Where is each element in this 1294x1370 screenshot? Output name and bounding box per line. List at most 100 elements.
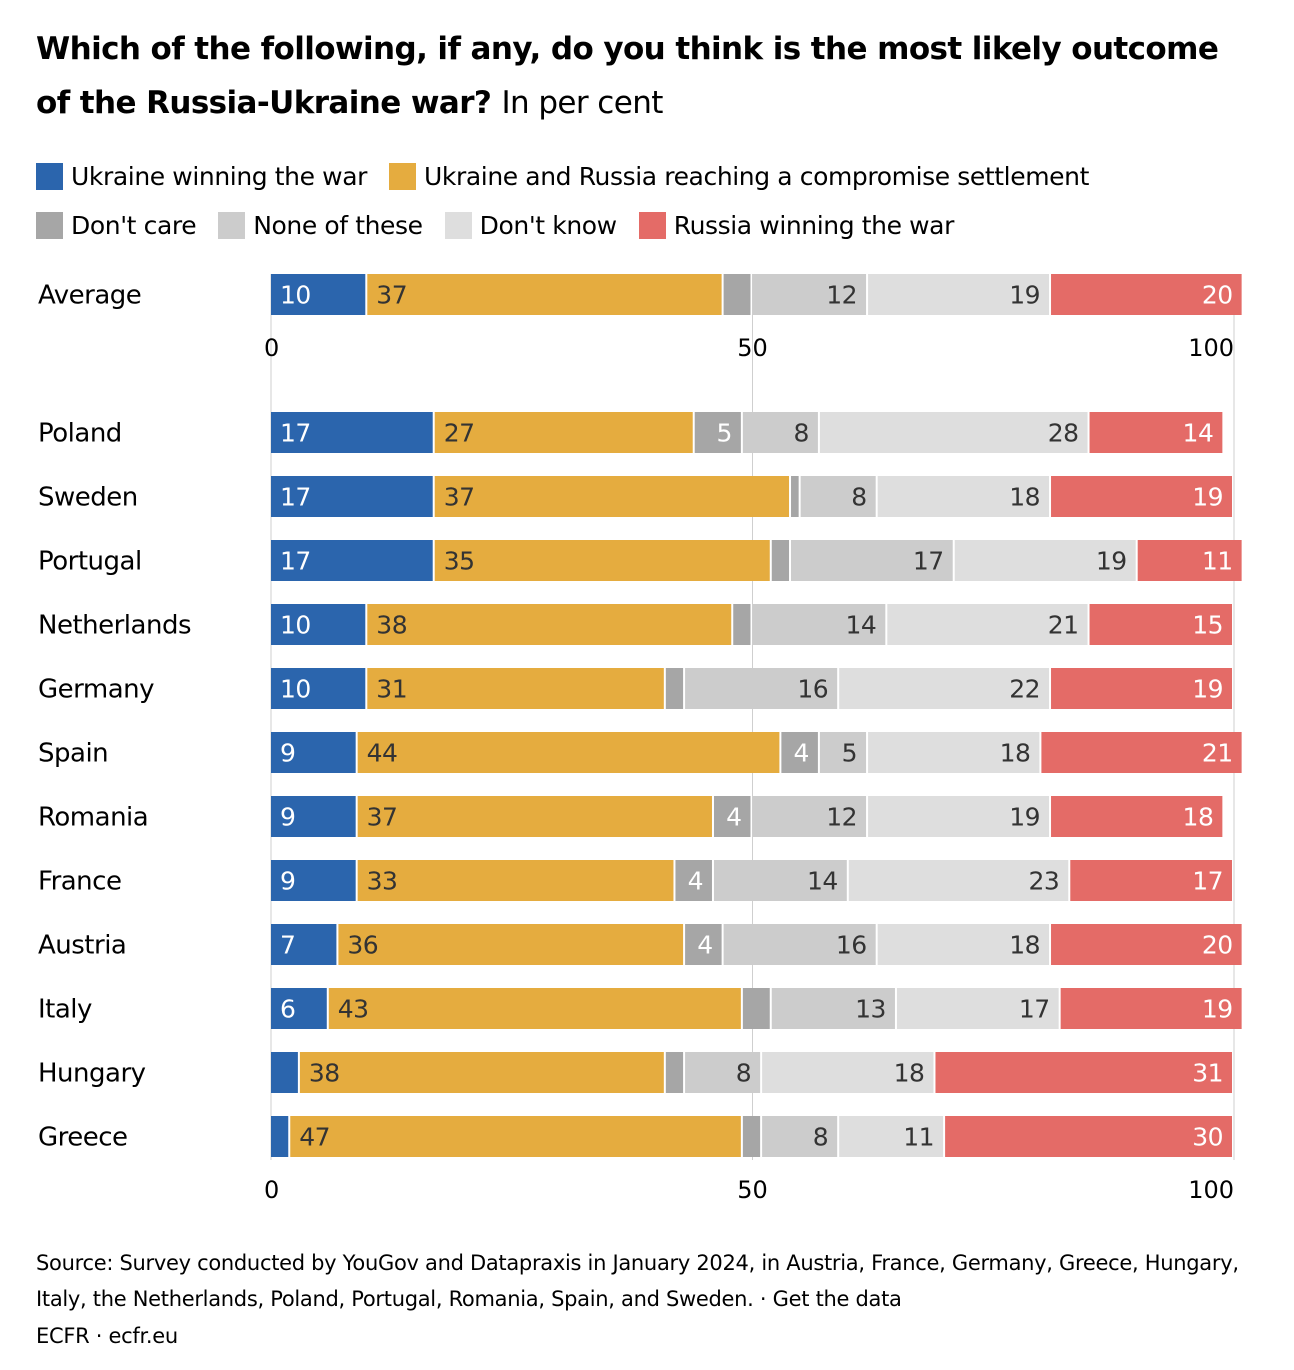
row-label: Italy [38,995,92,1025]
bar-segment-compromise [367,604,732,645]
data-label: 38 [309,1059,340,1088]
bar-segment-russia [1089,604,1232,645]
bar-segment-dont-care [713,796,751,837]
bar-segment-dont-care [771,540,790,581]
bar-segment-none [762,1116,838,1157]
bar-row: Poland 17 27 5 8 28 14 [38,412,1223,453]
data-label: 17 [913,547,944,576]
row-label: Average [38,281,141,311]
data-label: 22 [1009,675,1040,704]
data-label: 4 [688,867,703,896]
bar-row: Netherlands 10 38 14 21 15 [38,604,1232,645]
legend-row-1: Ukraine winning the war Ukraine and Russ… [36,162,1111,191]
bar-segment-compromise [338,924,684,965]
bar-segment-ukraine [271,1116,289,1157]
data-label: 19 [1009,803,1040,832]
bar-segment-russia [935,1052,1232,1093]
x-tick-label: 0 [264,334,279,362]
data-label: 17 [280,483,311,512]
data-label: 10 [280,611,311,640]
bar-segment-dont-know [868,732,1040,773]
legend-item-compromise: Ukraine and Russia reaching a compromise… [389,162,1089,191]
legend-swatch-none [218,212,246,239]
data-label: 35 [444,547,475,576]
data-label: 10 [280,675,311,704]
data-label: 20 [1202,931,1233,960]
data-label: 18 [894,1059,925,1088]
bar-segment-ukraine [271,924,337,965]
bar-segment-ukraine [271,796,356,837]
chart-title-text: Which of the following, if any, do you t… [36,31,1219,121]
x-tick-label: 100 [1188,1176,1234,1204]
bar-segment-ukraine [271,668,366,709]
bar-segment-none [752,796,867,837]
bar-row: Germany 10 31 16 22 19 [38,668,1232,709]
bar-segment-dont-know [868,796,1050,837]
bar-segment-dont-know [762,1052,934,1093]
bar-segment-compromise [328,988,741,1029]
x-tick-label: 50 [737,1176,768,1204]
bar-row: Sweden 17 37 8 18 19 [38,476,1232,517]
bar-segment-compromise [357,732,780,773]
bar-segment-none [685,668,838,709]
bar-segment-none [771,988,895,1029]
data-label: 31 [376,675,407,704]
row-label: France [38,867,121,897]
data-label: 19 [1096,547,1127,576]
bar-segment-none [685,1052,761,1093]
bar-segment-ukraine [271,604,366,645]
bar-segment-dont-know [887,604,1088,645]
legend-label-dont-care: Don't care [71,211,197,240]
bar-row: Hungary 38 8 18 31 [38,1052,1232,1093]
legend-item-russia: Russia winning the war [638,211,954,240]
data-label: 23 [1028,867,1059,896]
row-label: Hungary [38,1059,146,1089]
bar-segment-ukraine [271,540,433,581]
bar-segment-compromise [299,1052,664,1093]
bar-segment-compromise [357,796,712,837]
row-label: Germany [38,675,154,705]
bar-segment-ukraine [271,860,356,901]
data-label: 47 [299,1123,330,1152]
data-label: 36 [347,931,378,960]
bar-segment-compromise [434,476,790,517]
x-tick-label: 0 [264,1176,279,1204]
data-label: 17 [1019,995,1050,1024]
bar-segment-dont-care [694,412,741,453]
bar-segment-dont-care [791,476,799,517]
data-label: 19 [1009,281,1040,310]
bar-row: Romania 9 37 4 12 19 18 [38,796,1223,837]
bar-segment-dont-care [742,1116,761,1157]
x-tick-label: 50 [737,334,768,362]
row-label: Austria [38,931,126,961]
data-label: 43 [338,995,369,1024]
data-label: 4 [794,739,809,768]
bar-segment-dont-care [733,604,751,645]
data-label: 9 [280,867,295,896]
bar-segment-ukraine [271,412,433,453]
bar-segment-dont-care [723,274,751,315]
bar-row: Greece 47 8 11 30 [38,1116,1232,1157]
data-label: 37 [367,803,398,832]
bar-row: Spain 9 44 4 5 18 21 [38,732,1242,773]
bar-segment-none [791,540,953,581]
data-label: 38 [376,611,407,640]
data-label: 10 [280,281,311,310]
bar-segment-none [819,732,867,773]
bar-segment-russia [1070,860,1232,901]
bar-segment-none [723,924,876,965]
bar-segment-dont-care [665,668,684,709]
data-label: 16 [797,675,828,704]
bar-segment-dont-care [665,1052,684,1093]
bar-segment-compromise [357,860,674,901]
data-label: 33 [367,867,398,896]
data-label: 15 [1192,611,1223,640]
bar-segment-dont-know [839,1116,944,1157]
data-label: 18 [1000,739,1031,768]
bar-segment-dont-know [877,924,1050,965]
data-label: 4 [726,803,741,832]
data-label: 18 [1009,483,1040,512]
legend-item-dont-care: Don't care [36,211,197,240]
data-label: 27 [444,419,475,448]
data-label: 13 [855,995,886,1024]
